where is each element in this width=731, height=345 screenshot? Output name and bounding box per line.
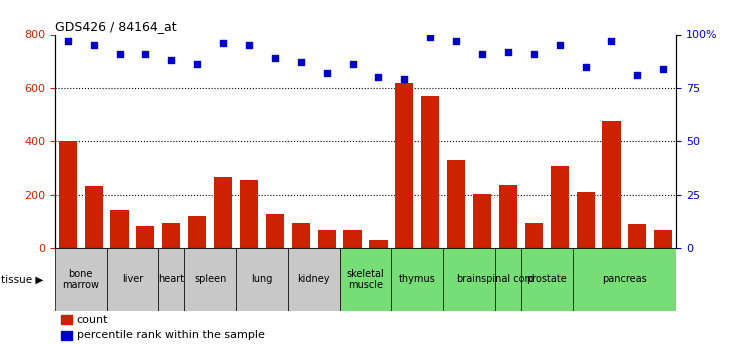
Bar bbox=[159, 248, 184, 310]
Text: pancreas: pancreas bbox=[602, 275, 647, 284]
Text: count: count bbox=[77, 315, 108, 325]
Bar bbox=[110, 210, 129, 248]
Bar bbox=[236, 248, 288, 310]
Bar bbox=[473, 194, 491, 248]
Point bbox=[243, 42, 255, 48]
Text: percentile rank within the sample: percentile rank within the sample bbox=[77, 331, 265, 340]
Bar bbox=[61, 315, 72, 324]
Point bbox=[62, 38, 74, 44]
Text: lung: lung bbox=[251, 275, 273, 284]
Bar bbox=[525, 223, 543, 248]
Bar bbox=[395, 82, 414, 248]
Point bbox=[425, 34, 436, 39]
Point bbox=[269, 55, 281, 61]
Bar bbox=[577, 192, 594, 248]
Text: thymus: thymus bbox=[399, 275, 436, 284]
Bar bbox=[344, 230, 362, 248]
Point bbox=[398, 77, 410, 82]
Point bbox=[295, 60, 306, 65]
Text: tissue ▶: tissue ▶ bbox=[1, 275, 44, 284]
Bar bbox=[317, 230, 336, 248]
Bar bbox=[240, 180, 258, 248]
Bar bbox=[499, 185, 517, 248]
Text: prostate: prostate bbox=[526, 275, 567, 284]
Text: bone
marrow: bone marrow bbox=[62, 269, 99, 290]
Text: skeletal
muscle: skeletal muscle bbox=[346, 269, 385, 290]
Bar bbox=[572, 248, 676, 310]
Bar bbox=[550, 166, 569, 248]
Bar bbox=[369, 240, 387, 248]
Point bbox=[192, 62, 203, 67]
Bar bbox=[184, 248, 236, 310]
Bar bbox=[162, 223, 181, 248]
Point bbox=[657, 66, 669, 71]
Bar bbox=[137, 226, 154, 248]
Bar bbox=[447, 160, 465, 248]
Point bbox=[373, 75, 385, 80]
Bar bbox=[443, 248, 495, 310]
Bar bbox=[58, 141, 77, 248]
Bar bbox=[628, 224, 646, 248]
Bar bbox=[521, 248, 572, 310]
Text: GDS426 / 84164_at: GDS426 / 84164_at bbox=[55, 20, 176, 33]
Bar bbox=[288, 248, 340, 310]
Bar bbox=[391, 248, 443, 310]
Bar bbox=[107, 248, 159, 310]
Point bbox=[217, 40, 229, 46]
Bar bbox=[214, 177, 232, 248]
Point bbox=[88, 42, 99, 48]
Bar bbox=[55, 248, 676, 302]
Bar bbox=[188, 216, 206, 248]
Point bbox=[605, 38, 617, 44]
Text: heart: heart bbox=[159, 275, 184, 284]
Text: spleen: spleen bbox=[194, 275, 227, 284]
Point bbox=[554, 42, 566, 48]
Point bbox=[476, 51, 488, 57]
Text: brain: brain bbox=[456, 275, 482, 284]
Point bbox=[165, 57, 177, 63]
Bar bbox=[602, 121, 621, 248]
Bar bbox=[495, 248, 520, 310]
Text: liver: liver bbox=[122, 275, 143, 284]
Bar bbox=[340, 248, 391, 310]
Point bbox=[346, 62, 358, 67]
Text: spinal cord: spinal cord bbox=[481, 275, 534, 284]
Bar bbox=[266, 214, 284, 248]
Bar bbox=[421, 96, 439, 248]
Point bbox=[632, 72, 643, 78]
Bar bbox=[61, 331, 72, 340]
Point bbox=[528, 51, 539, 57]
Bar bbox=[55, 248, 107, 310]
Point bbox=[450, 38, 462, 44]
Point bbox=[114, 51, 126, 57]
Bar bbox=[654, 230, 673, 248]
Point bbox=[321, 70, 333, 76]
Bar bbox=[292, 223, 310, 248]
Point bbox=[140, 51, 151, 57]
Point bbox=[502, 49, 514, 55]
Bar bbox=[85, 186, 103, 248]
Text: kidney: kidney bbox=[298, 275, 330, 284]
Point bbox=[580, 64, 591, 69]
